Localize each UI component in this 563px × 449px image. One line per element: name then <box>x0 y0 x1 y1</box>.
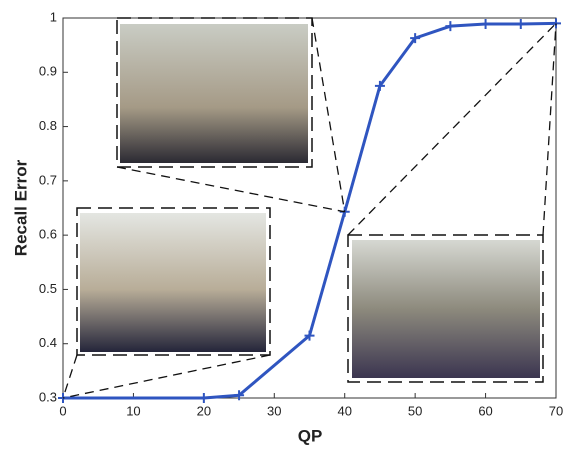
y-tick-label: 0.6 <box>39 227 57 242</box>
x-tick-label: 50 <box>408 403 422 418</box>
y-tick-label: 0.7 <box>39 172 57 187</box>
photo <box>352 240 540 378</box>
y-tick-label: 0.9 <box>39 64 57 79</box>
y-tick-label: 0.5 <box>39 281 57 296</box>
marker <box>445 21 455 31</box>
y-axis-label: Recall Error <box>11 159 30 256</box>
chart: 0 10 20 30 40 50 60 70 0.3 0.4 0.5 0.6 0.7 0.8 0.9 1 QP… <box>0 0 563 449</box>
x-axis-label: QP <box>298 426 323 445</box>
x-tick-label: 0 <box>59 403 66 418</box>
marker <box>516 19 526 29</box>
x-tick-label: 30 <box>267 403 281 418</box>
x-tick-label: 60 <box>478 403 492 418</box>
connector <box>63 355 77 398</box>
photo <box>120 24 308 163</box>
x-tick-label: 40 <box>337 403 351 418</box>
x-tick-label: 10 <box>126 403 140 418</box>
connector <box>348 23 556 235</box>
photo <box>80 213 266 352</box>
y-tick-label: 0.3 <box>39 389 57 404</box>
y-tick-label: 0.4 <box>39 335 57 350</box>
marker <box>481 19 491 29</box>
connector <box>117 167 345 212</box>
connector <box>543 23 556 235</box>
y-tick-label: 0.8 <box>39 118 57 133</box>
insets <box>63 18 556 398</box>
x-tick-label: 20 <box>197 403 211 418</box>
x-tick-label: 70 <box>549 403 563 418</box>
connector <box>312 18 345 212</box>
y-tick-label: 1 <box>50 9 57 24</box>
marker <box>199 393 209 403</box>
